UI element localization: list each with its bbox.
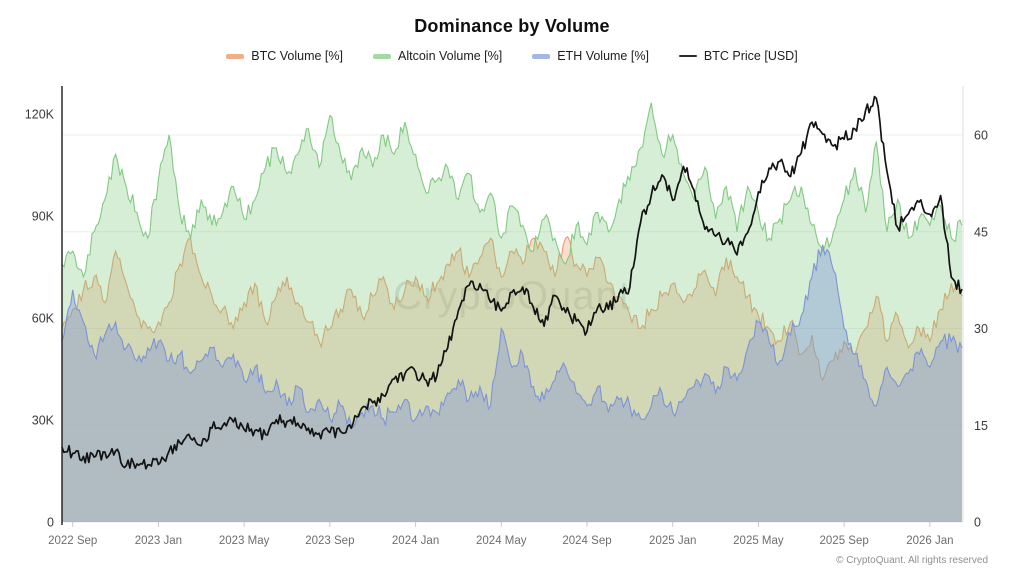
left-axis-tick-label: 0 [47, 516, 54, 530]
btc-volume-outline [61, 235, 963, 382]
eth-volume-area [62, 244, 962, 522]
x-axis-tick-label: 2023 Jan [135, 535, 182, 547]
x-axis-tick-label: 2026 Jan [906, 535, 953, 547]
legend-swatch-icon [226, 53, 245, 59]
right-axis-tick-label: 60 [974, 129, 988, 143]
x-axis-tick-label: 2025 Sep [820, 535, 869, 547]
legend-item-btc-volume[interactable]: BTC Volume [%] [226, 49, 343, 63]
x-axis-tick-label: 2024 Sep [562, 535, 611, 547]
left-axis-tick-label: 120K [25, 108, 55, 122]
right-axis-tick-label: 45 [974, 225, 988, 239]
btc-price-usd-line [61, 95, 963, 470]
right-axis-tick-label: 0 [974, 516, 981, 530]
left-axis-tick-label: 30K [32, 414, 55, 428]
legend-item-label: ETH Volume [%] [557, 49, 649, 63]
legend-item-btc-price-usd[interactable]: BTC Price [USD] [678, 49, 798, 63]
eth-volume-outline [61, 244, 963, 429]
altcoin-volume-outline [61, 102, 963, 279]
altcoin-volume-area [62, 102, 962, 523]
watermark: CryptoQuant [0, 274, 1024, 319]
x-axis-tick-label: 2024 May [476, 535, 527, 547]
legend-swatch-icon [373, 53, 391, 59]
x-axis-tick-label: 2024 Jan [392, 535, 439, 547]
chart-title: Dominance by Volume [414, 16, 610, 36]
legend-item-label: BTC Price [USD] [703, 49, 798, 63]
legend-swatch-icon [532, 53, 551, 59]
right-axis-tick-label: 30 [974, 322, 988, 336]
x-axis-tick-label: 2023 May [219, 535, 270, 547]
x-axis-tick-label: 2022 Sep [48, 535, 97, 547]
legend-item-eth-volume[interactable]: ETH Volume [%] [532, 49, 649, 63]
x-axis-tick-label: 2025 May [733, 535, 784, 547]
left-axis-tick-label: 90K [32, 210, 55, 224]
legend-item-label: Altcoin Volume [%] [398, 49, 503, 63]
legend-item-label: BTC Volume [%] [251, 49, 343, 63]
legend: BTC Volume [%] Altcoin Volume [%] ETH Volu… [0, 49, 1024, 63]
btc-volume-area [62, 236, 962, 522]
legend-item-altcoin-volume[interactable]: Altcoin Volume [%] [373, 49, 502, 63]
right-axis-tick-label: 15 [974, 419, 988, 433]
x-axis-tick-label: 2025 Jan [649, 535, 696, 547]
legend-swatch-icon [678, 54, 697, 58]
copyright-notice: © CryptoQuant. All rights reserved [836, 555, 988, 566]
x-axis-tick-label: 2023 Sep [305, 535, 354, 547]
left-axis-tick-label: 60K [32, 312, 55, 326]
